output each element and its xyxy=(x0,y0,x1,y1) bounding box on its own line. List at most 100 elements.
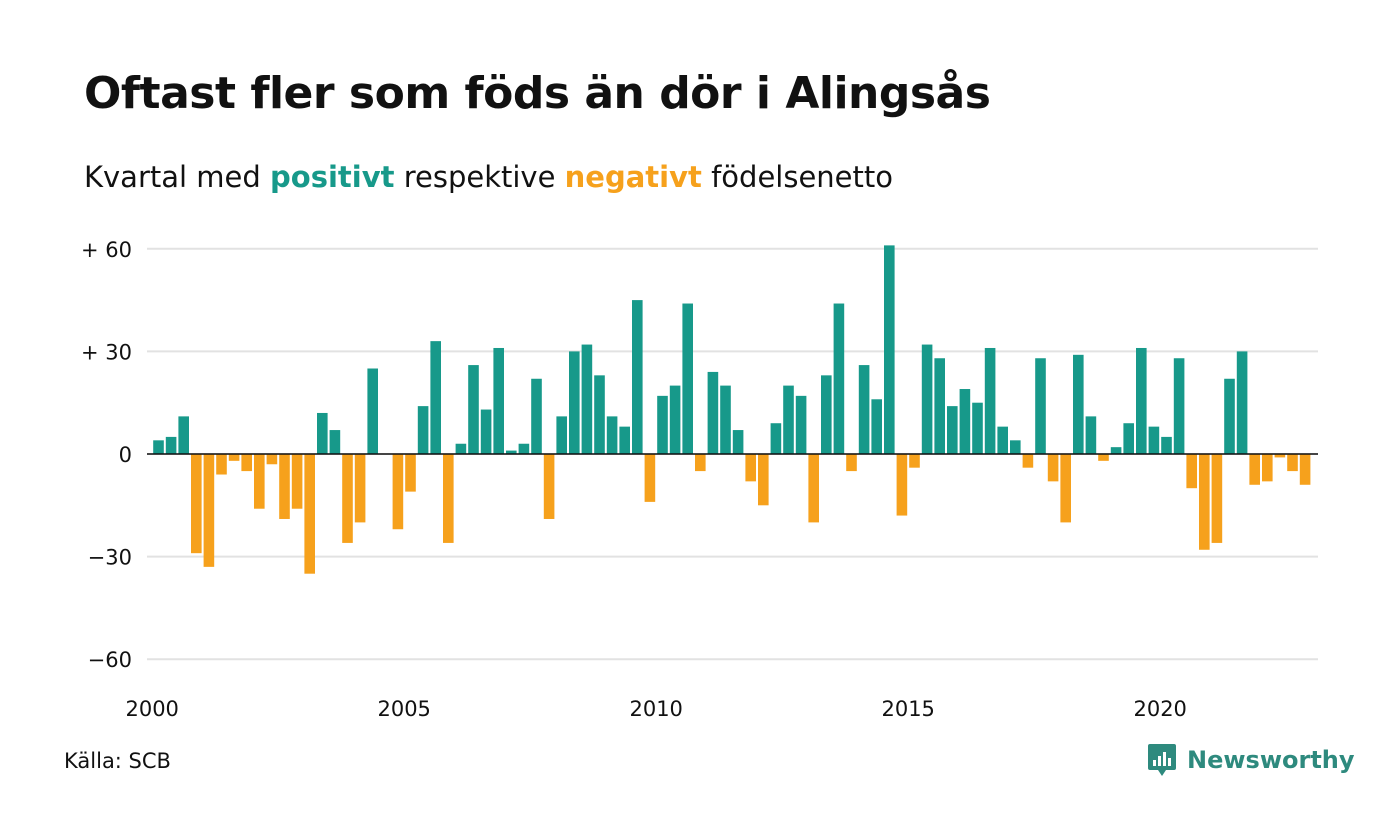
bar xyxy=(896,454,908,516)
bar xyxy=(1110,447,1122,454)
bar xyxy=(480,409,492,454)
bar xyxy=(531,378,542,454)
bar xyxy=(468,365,479,454)
newsworthy-logo: Newsworthy xyxy=(1147,742,1355,778)
bar xyxy=(1060,454,1071,523)
bar xyxy=(1123,423,1134,454)
bar xyxy=(1262,454,1273,482)
bar xyxy=(1148,426,1160,454)
bar xyxy=(669,385,681,454)
subtitle-post: födelsenetto xyxy=(711,160,893,194)
bar xyxy=(1236,351,1248,454)
bar xyxy=(430,341,441,454)
bar xyxy=(1085,416,1097,454)
bar xyxy=(720,385,731,454)
bar xyxy=(1249,454,1260,485)
bar xyxy=(1173,358,1185,454)
chart-title: Oftast fler som föds än dör i Alingsås xyxy=(84,68,991,119)
bar xyxy=(266,454,278,465)
subtitle-pre: Kvartal med xyxy=(84,160,261,194)
bar xyxy=(493,347,504,454)
bar xyxy=(758,454,769,506)
x-tick-label: 2000 xyxy=(125,697,178,721)
bar xyxy=(506,450,517,454)
bar xyxy=(329,430,341,454)
bar xyxy=(304,454,315,574)
y-axis-labels: + 60 + 30 0 −30 −60 xyxy=(81,238,132,672)
bar xyxy=(241,454,252,472)
bar xyxy=(972,402,983,454)
bar xyxy=(846,454,857,472)
bar xyxy=(921,344,933,454)
bar xyxy=(594,375,605,454)
bar xyxy=(342,454,353,543)
bar xyxy=(1199,454,1210,550)
brand-name: Newsworthy xyxy=(1187,746,1355,774)
bar xyxy=(984,347,996,454)
bar xyxy=(518,443,530,454)
bar xyxy=(858,365,870,454)
bar xyxy=(569,351,580,454)
bar xyxy=(392,454,404,530)
bar xyxy=(1186,454,1197,489)
bar xyxy=(783,385,794,454)
bar xyxy=(732,430,744,454)
bar xyxy=(1022,454,1034,468)
bar xyxy=(1047,454,1059,482)
bar xyxy=(291,454,303,509)
chart-subtitle: Kvartal med positivt respektive negativt… xyxy=(84,160,893,194)
bar xyxy=(367,368,378,454)
bar xyxy=(417,406,429,454)
bar xyxy=(317,412,328,454)
bar xyxy=(1274,454,1286,458)
bar xyxy=(165,436,177,454)
bar xyxy=(1136,347,1147,454)
bar xyxy=(216,454,227,475)
bar xyxy=(947,406,958,454)
bar xyxy=(695,454,706,472)
bar xyxy=(279,454,290,519)
bars xyxy=(147,245,1318,574)
subtitle-mid: respektive xyxy=(403,160,556,194)
bar xyxy=(682,303,693,454)
bar xyxy=(795,395,807,454)
bar xyxy=(1161,436,1172,454)
bar xyxy=(959,389,971,454)
bar xyxy=(581,344,593,454)
bar xyxy=(1098,454,1109,461)
bar xyxy=(1211,454,1223,543)
bar xyxy=(909,454,920,468)
x-axis-labels: 2000 2005 2010 2015 2020 xyxy=(125,697,1186,721)
bar xyxy=(606,416,618,454)
bar xyxy=(153,440,164,454)
bar xyxy=(228,454,240,461)
bar xyxy=(543,454,555,519)
bar xyxy=(833,303,845,454)
bar xyxy=(405,454,416,492)
bar xyxy=(556,416,567,454)
bar xyxy=(871,399,882,454)
bar xyxy=(1035,358,1046,454)
bar xyxy=(770,423,782,454)
bar xyxy=(354,454,366,523)
bar xyxy=(455,443,467,454)
y-tick-label: + 60 xyxy=(81,238,132,262)
bar xyxy=(443,454,454,543)
subtitle-negative: negativt xyxy=(564,160,702,194)
bar xyxy=(203,454,215,567)
source-note: Källa: SCB xyxy=(64,749,171,773)
y-tick-label: + 30 xyxy=(81,340,132,364)
bar xyxy=(1224,378,1235,454)
bar xyxy=(632,300,643,454)
x-tick-label: 2015 xyxy=(881,697,934,721)
bar xyxy=(1287,454,1298,472)
bar xyxy=(821,375,832,454)
bar xyxy=(707,371,719,454)
bar xyxy=(644,454,656,502)
bar xyxy=(1299,454,1311,485)
bar xyxy=(657,395,668,454)
bar xyxy=(808,454,819,523)
y-tick-label: −60 xyxy=(88,648,132,672)
bar xyxy=(178,416,189,454)
